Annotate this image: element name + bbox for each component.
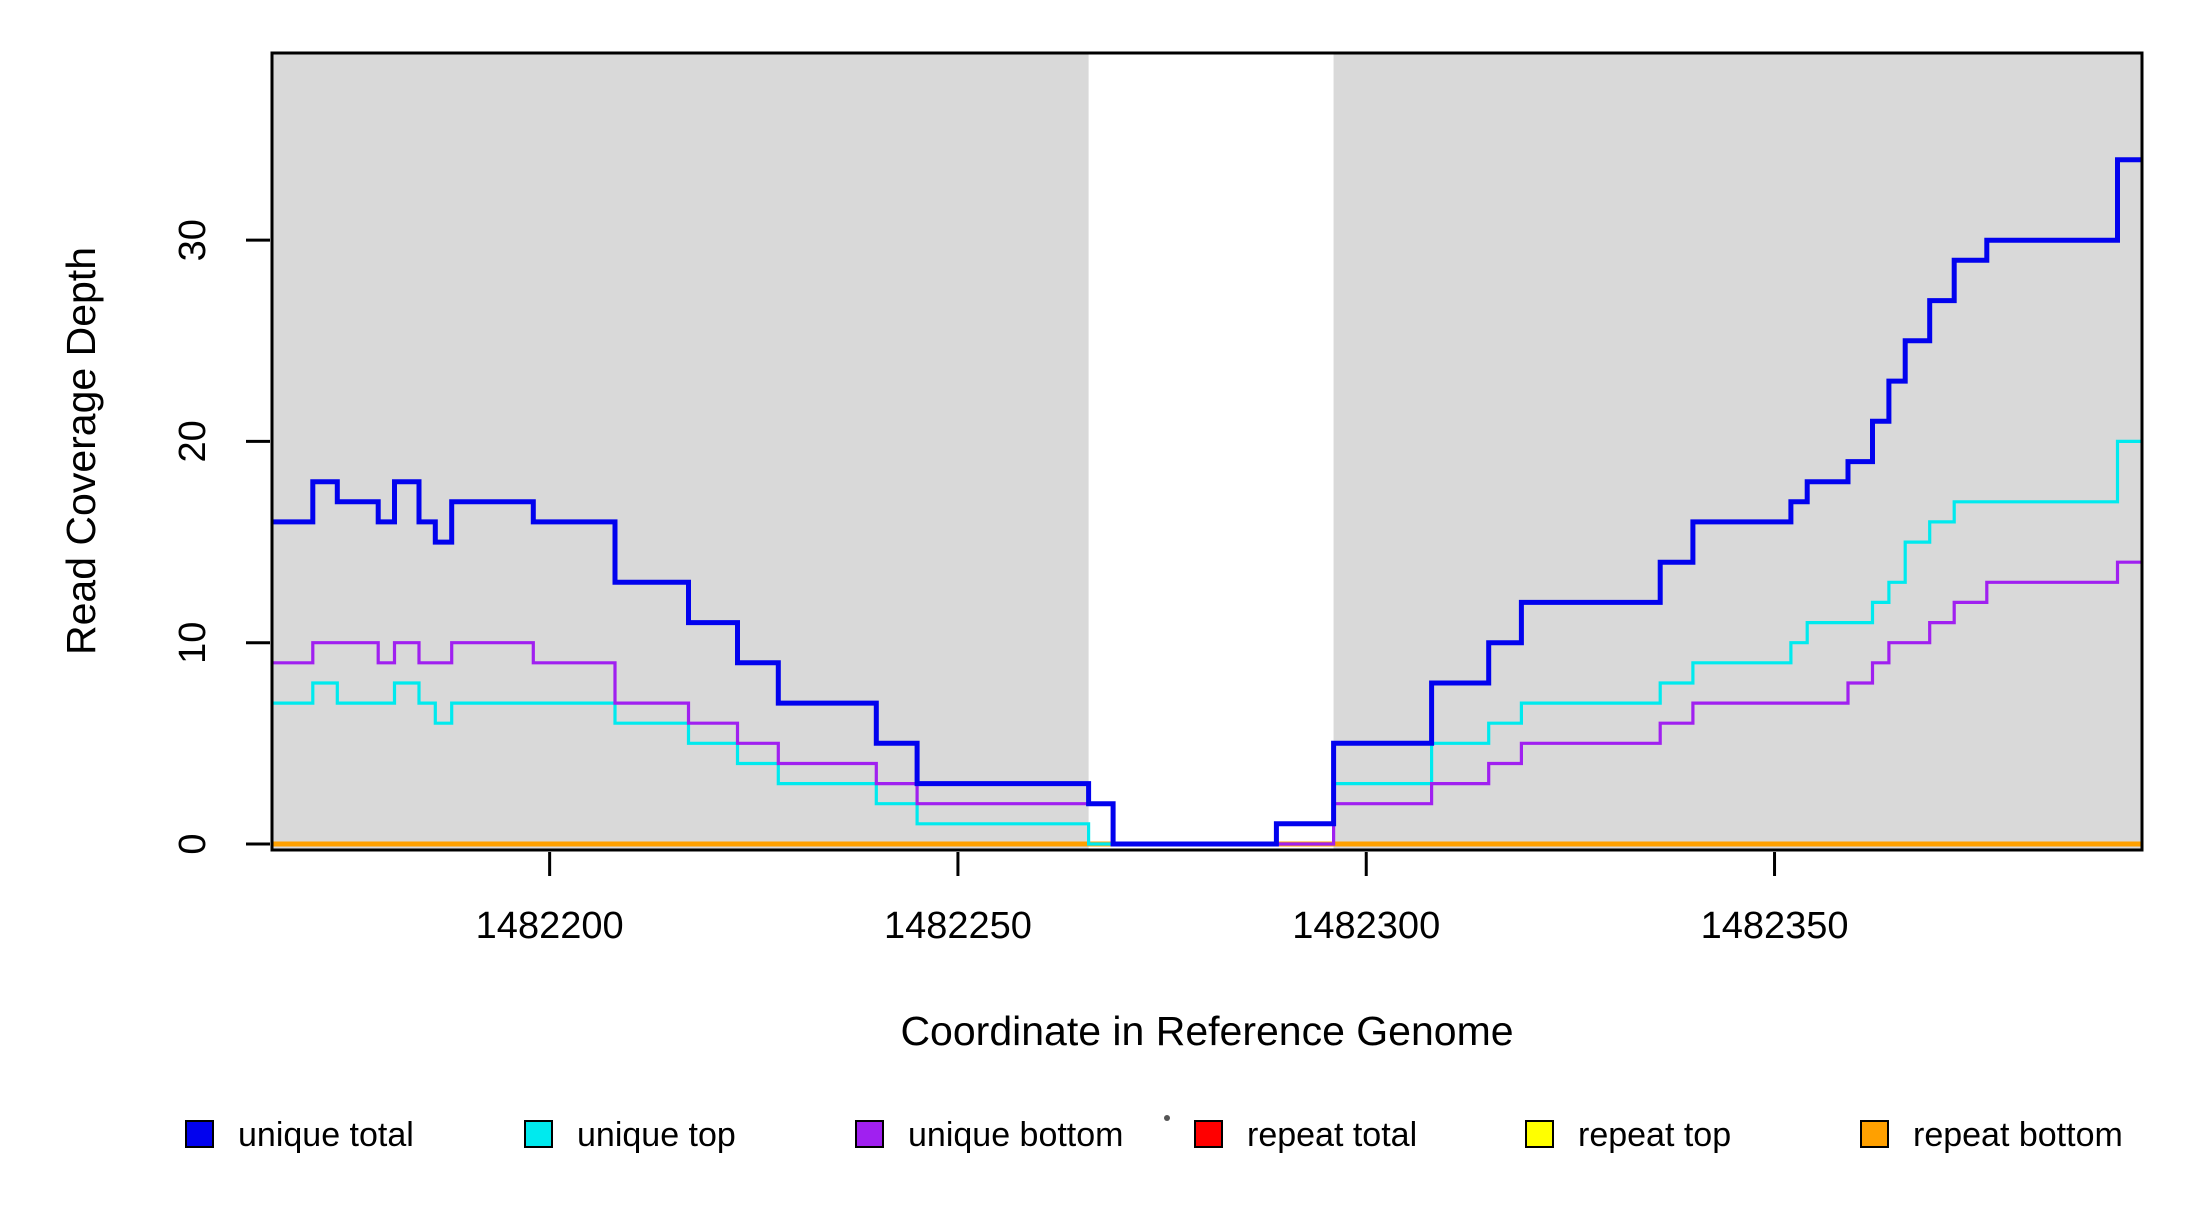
legend-item-repeat-bottom: repeat bottom [1860, 1116, 2123, 1154]
series-line-unique-total [272, 157, 2142, 847]
legend-swatch-unique-top [524, 1120, 553, 1148]
y-tick-label: 10 [172, 622, 214, 664]
panel-shading-group [272, 53, 2142, 850]
x-tick-label: 1482350 [1701, 905, 1849, 947]
shaded-region-1 [272, 53, 1089, 850]
legend-artifact-dot [1164, 1115, 1170, 1121]
legend-label-repeat-bottom: repeat bottom [1913, 1116, 2123, 1154]
legend-label-unique-top: unique top [577, 1116, 736, 1154]
axes-group: 1482200 1482250 1482300 1482350 0 10 20 30 [172, 219, 1849, 947]
x-tick-label: 1482200 [476, 905, 624, 947]
legend-label-unique-bottom: unique bottom [908, 1116, 1124, 1154]
legend-item-unique-top: unique top [524, 1116, 736, 1154]
y-tick-label: 0 [172, 833, 214, 854]
legend: unique total unique top unique bottom repea… [185, 1116, 2123, 1154]
y-tick-label: 30 [172, 219, 214, 261]
legend-item-repeat-total: repeat total [1194, 1116, 1417, 1154]
legend-item-unique-bottom: unique bottom [855, 1116, 1124, 1154]
legend-swatch-unique-total [185, 1120, 214, 1148]
y-axis-title: Read Coverage Depth [58, 247, 104, 655]
legend-label-repeat-top: repeat top [1578, 1116, 1731, 1154]
legend-swatch-repeat-total [1194, 1120, 1223, 1148]
legend-item-unique-total: unique total [185, 1116, 414, 1154]
series-group [272, 157, 2142, 847]
plot-border [270, 51, 2144, 852]
legend-label-repeat-total: repeat total [1247, 1116, 1417, 1154]
y-tick-label: 20 [172, 420, 214, 462]
shaded-region-2 [1333, 53, 2142, 850]
legend-swatch-repeat-bottom [1860, 1120, 1889, 1148]
x-axis-title: Coordinate in Reference Genome [900, 1008, 1513, 1054]
legend-swatch-unique-bottom [855, 1120, 884, 1148]
x-tick-label: 1482250 [884, 905, 1032, 947]
legend-item-repeat-top: repeat top [1525, 1116, 1731, 1154]
legend-label-unique-total: unique total [238, 1116, 414, 1154]
x-tick-label: 1482300 [1292, 905, 1440, 947]
legend-swatch-repeat-top [1525, 1120, 1554, 1148]
